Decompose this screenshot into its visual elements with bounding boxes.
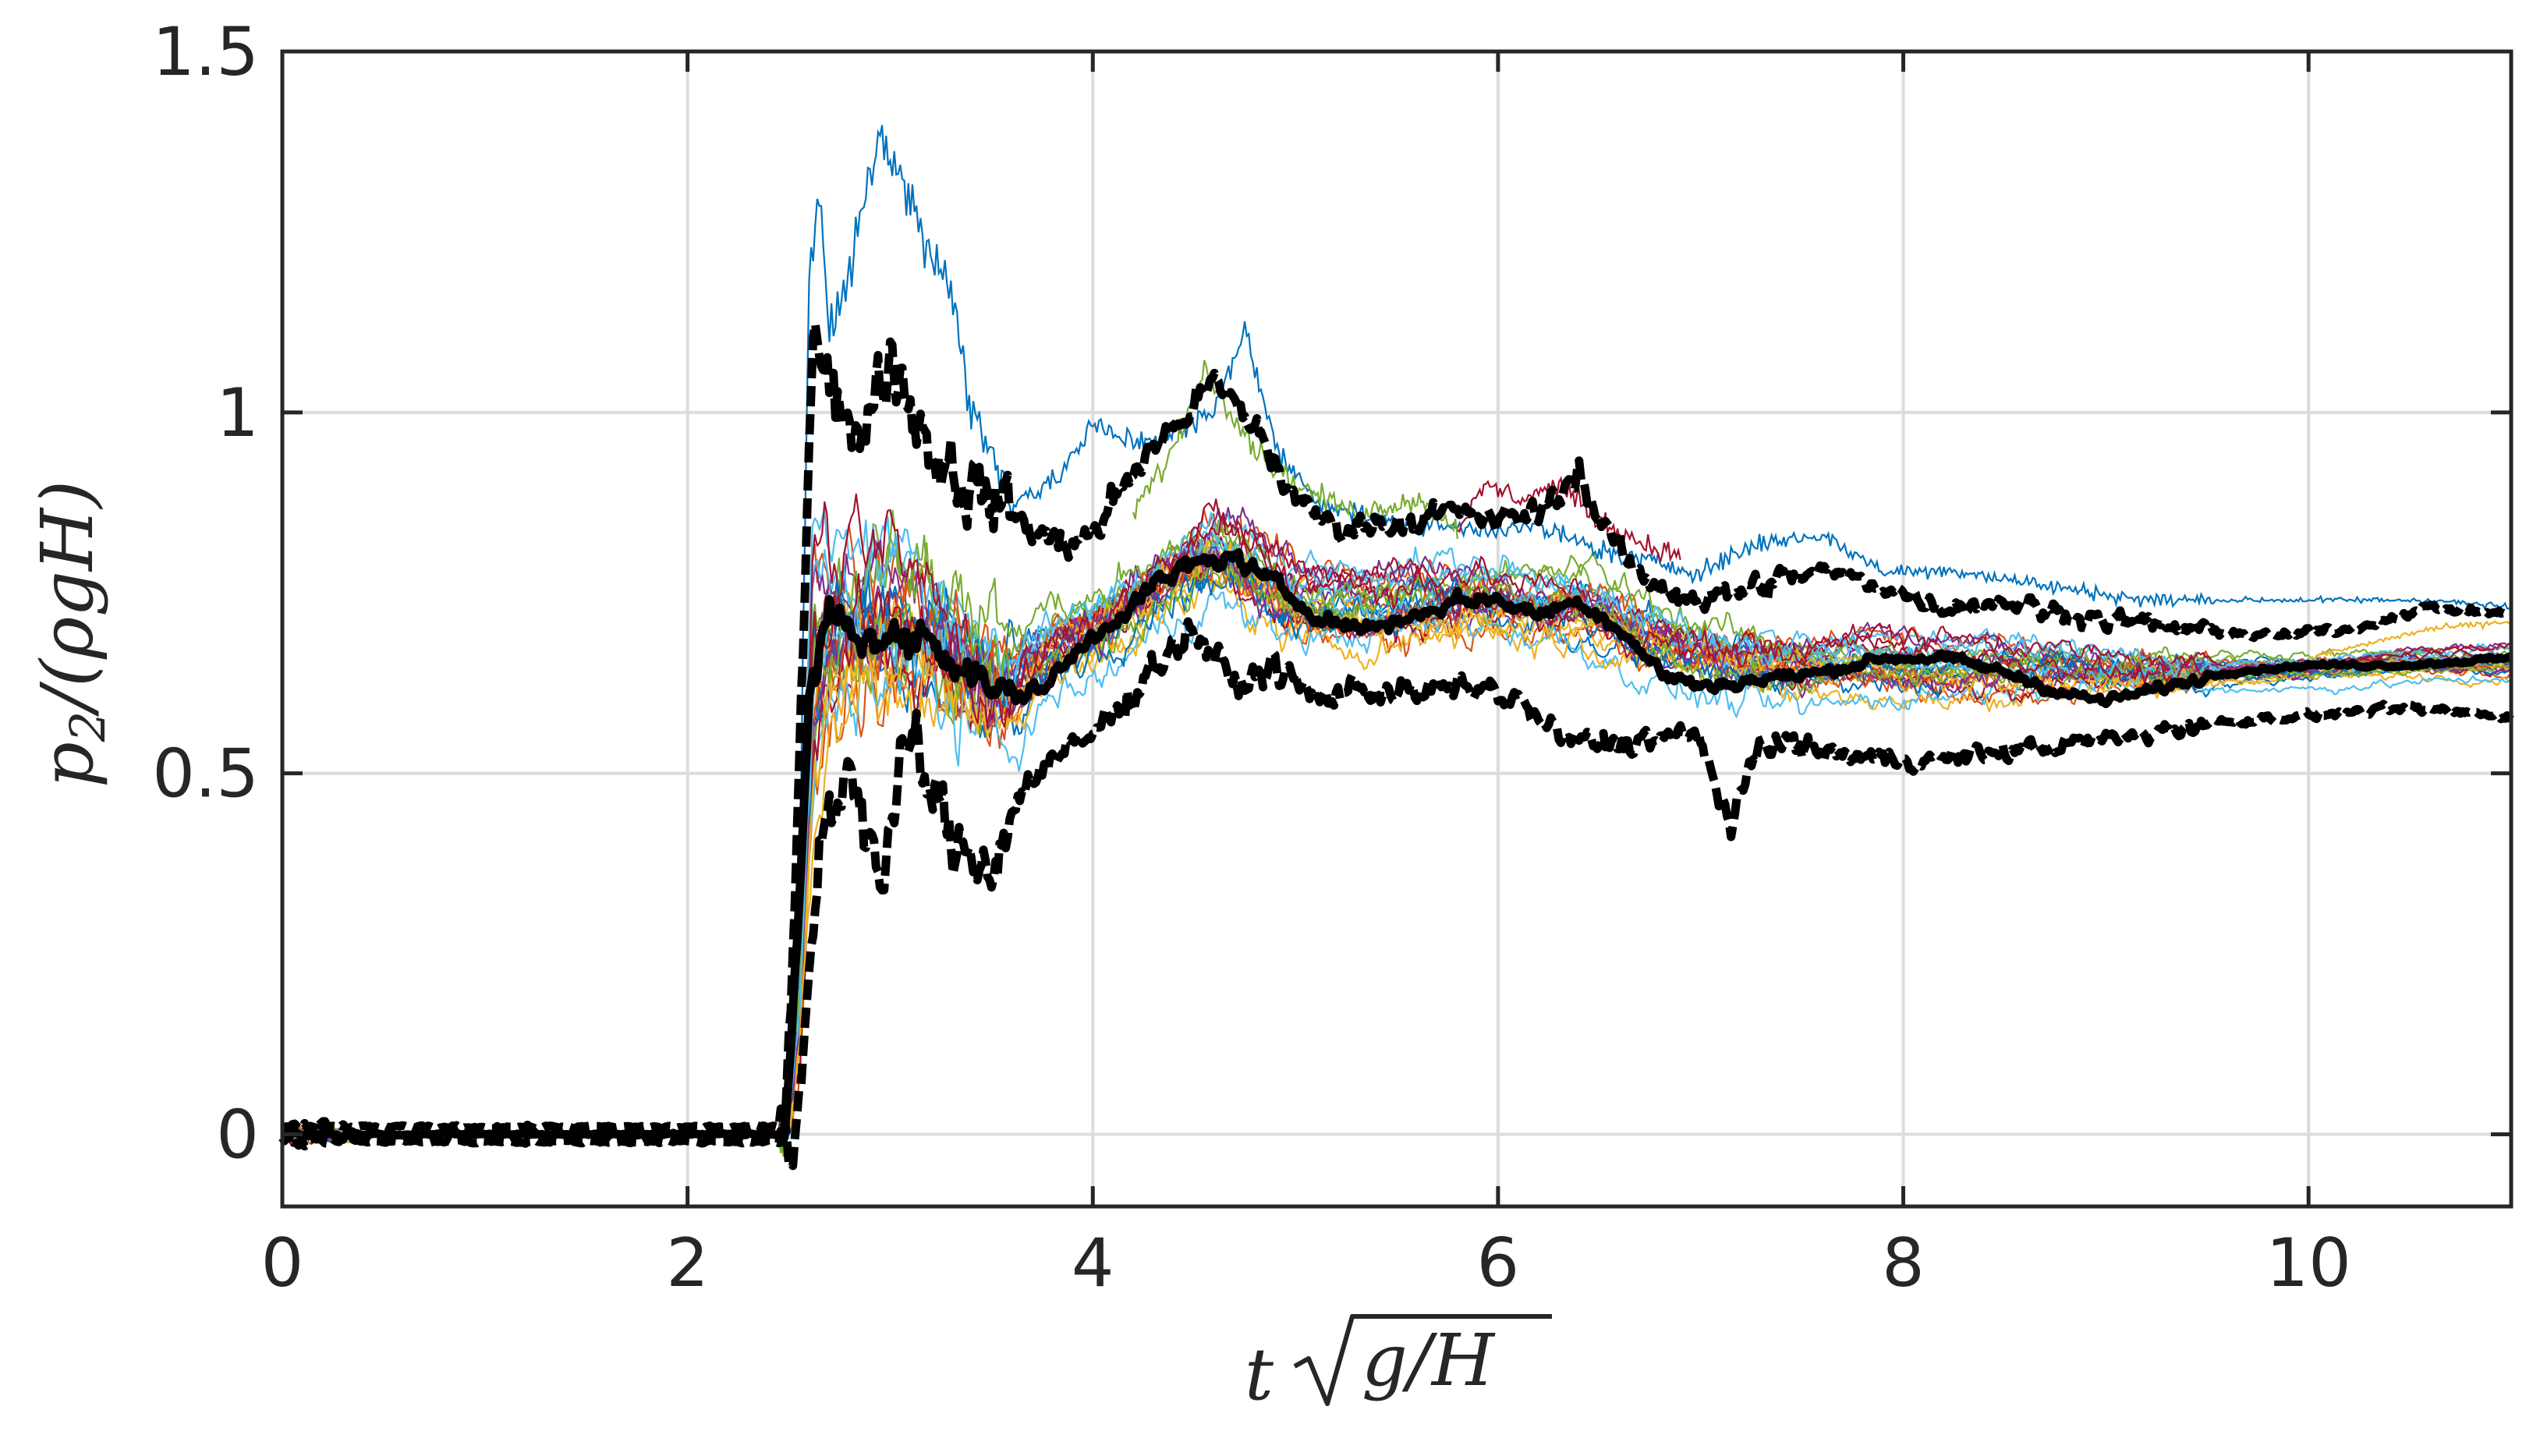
x-tick-label: 8 bbox=[1882, 1224, 1925, 1302]
highlight-trace bbox=[1132, 360, 1458, 540]
upper-envelope-series bbox=[280, 319, 2514, 1137]
plot-frame bbox=[280, 49, 2514, 1209]
mean-series bbox=[280, 547, 2514, 1147]
y-axis-label-base: p bbox=[26, 742, 109, 788]
ensemble-trace bbox=[282, 555, 2510, 1143]
y-tick-label: 0.5 bbox=[152, 735, 259, 813]
x-tick-label: 4 bbox=[1072, 1224, 1114, 1302]
ensemble-traces bbox=[281, 125, 2512, 1157]
ensemble-trace bbox=[282, 566, 2510, 1143]
tick-labels: 0 2 4 6 8 10 0 0.5 1 1.5 bbox=[152, 13, 2351, 1302]
highlight-trace bbox=[2308, 620, 2512, 661]
y-tick-label: 1 bbox=[216, 374, 259, 452]
y-tick-label: 0 bbox=[216, 1096, 259, 1174]
x-axis-label-radical-sign bbox=[1293, 1314, 1552, 1406]
y-axis-label: p2/(ρgH) bbox=[26, 480, 116, 788]
x-axis-label-t: t bbox=[1245, 1333, 1274, 1416]
x-tick-label: 2 bbox=[666, 1224, 709, 1302]
lower-envelope-series bbox=[278, 617, 2514, 1171]
ensemble-trace bbox=[282, 546, 2510, 1142]
axes bbox=[280, 49, 2514, 1209]
x-tick-label: 0 bbox=[261, 1224, 304, 1302]
ensemble-trace bbox=[282, 563, 2510, 1157]
y-tick-label: 1.5 bbox=[152, 13, 259, 91]
y-axis-label-subscript: 2 bbox=[59, 711, 116, 742]
y-axis-label-rest: /(ρgH) bbox=[26, 480, 109, 717]
black-summary-series bbox=[278, 319, 2514, 1171]
x-tick-label: 10 bbox=[2266, 1224, 2351, 1302]
y-axis-label-text: p2/(ρgH) bbox=[26, 480, 116, 788]
ensemble-trace bbox=[282, 554, 2510, 1139]
highlight-trace bbox=[798, 125, 2512, 925]
x-tick-label: 6 bbox=[1477, 1224, 1520, 1302]
x-axis-label: t g/H bbox=[1245, 1314, 1552, 1416]
x-axis-label-radicand: g/H bbox=[1362, 1319, 1496, 1402]
